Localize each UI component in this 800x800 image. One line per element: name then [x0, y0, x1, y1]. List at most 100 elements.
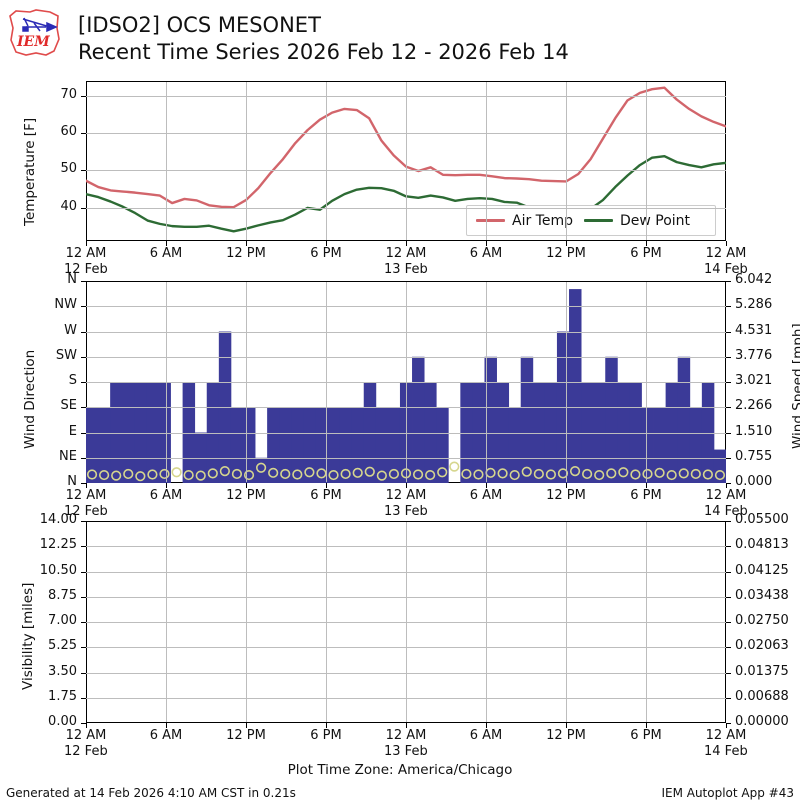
x-tick-label: 12 AM	[385, 488, 427, 503]
axis-tick-label: 0.03438	[735, 587, 789, 603]
axis-tick	[726, 241, 727, 246]
axis-tick	[406, 241, 407, 246]
wind-direction-marker	[425, 469, 436, 481]
axis-tick-label: 7.00	[48, 613, 77, 628]
x-tick-label: 6 PM	[630, 488, 662, 503]
wind-direction-marker	[473, 469, 484, 480]
axis-tick	[166, 723, 167, 728]
wind-direction-marker	[255, 462, 267, 473]
axis-tick-label: S	[68, 373, 77, 388]
axis-tick-label: 10.50	[39, 562, 77, 578]
axis-tick	[486, 723, 487, 728]
x-tick-label: 6 PM	[310, 246, 342, 261]
axis-tick-label: 50	[60, 161, 77, 177]
x-day-label: 13 Feb	[384, 744, 428, 759]
wind-direction-marker	[304, 467, 315, 478]
wind-speed-bar	[689, 407, 703, 483]
wind-speed-bar	[267, 407, 280, 483]
wind-speed-bar	[98, 407, 111, 483]
x-tick-label: 6 AM	[469, 728, 503, 743]
axis-tick	[81, 407, 86, 408]
axis-tick	[81, 723, 86, 724]
x-tick-label: 12 PM	[546, 246, 586, 261]
wind-speed-bar	[351, 407, 365, 483]
wind-direction-marker	[521, 466, 532, 477]
axis-tick	[81, 281, 86, 282]
axis-tick	[81, 483, 86, 484]
axis-tick-label: N	[67, 474, 77, 489]
wind-speed-bar	[194, 432, 208, 483]
x-tick-label: 12 AM	[705, 246, 747, 261]
x-tick-label: 12 PM	[226, 728, 266, 743]
x-tick-label: 12 AM	[65, 728, 107, 743]
x-tick-label: 12 AM	[385, 246, 427, 261]
wind-speed-bar	[279, 407, 292, 483]
axis-tick	[726, 723, 727, 728]
wind-speed-bar	[291, 407, 304, 483]
axis-tick-label: N	[67, 272, 77, 287]
wind-direction-marker	[207, 468, 218, 479]
axis-tick-label: 3.50	[48, 663, 77, 679]
axis-tick	[81, 597, 86, 598]
axis-tick	[566, 483, 567, 488]
axis-tick	[726, 647, 731, 648]
x-tick-label: 6 PM	[630, 246, 662, 261]
axis-tick	[646, 723, 647, 728]
wind-direction-marker	[135, 471, 146, 482]
axis-tick	[81, 647, 86, 648]
axis-tick	[726, 433, 731, 434]
axis-tick-label: 60	[60, 124, 77, 140]
axis-tick-label: 0.00000	[735, 714, 789, 729]
axis-tick-label: 4.531	[735, 322, 773, 338]
x-day-label: 12 Feb	[64, 744, 108, 759]
axis-tick	[726, 407, 731, 408]
wind-direction-marker	[328, 469, 339, 481]
wind-speed-bar	[315, 407, 328, 483]
axis-tick	[81, 306, 86, 307]
legend-item-dew-point: Dew Point	[583, 213, 690, 229]
axis-tick-label: 12.25	[39, 537, 77, 553]
wind-speed-bar	[508, 407, 522, 483]
wind-speed-bar	[375, 407, 389, 483]
wind-speed-bar	[605, 356, 618, 483]
axis-tick-label: SE	[60, 398, 77, 414]
wind-direction-marker	[569, 466, 581, 477]
x-tick-label: 12 PM	[226, 246, 266, 261]
wind-direction-marker	[388, 468, 400, 480]
wind-direction-marker	[123, 468, 134, 480]
legend-swatch-dew-point	[583, 219, 613, 222]
wind-direction-marker	[497, 468, 508, 479]
wind-speed-bar	[677, 356, 691, 483]
wind-speed-bar	[520, 356, 534, 483]
wind-speed-bar	[713, 449, 726, 483]
wind-direction-marker	[86, 469, 98, 480]
wind-speed-bar	[569, 289, 582, 483]
x-day-label: 14 Feb	[704, 504, 748, 519]
x-tick-label: 6 PM	[630, 728, 662, 743]
wind-direction-marker	[654, 467, 665, 478]
axis-tick-label: 5.25	[48, 638, 77, 654]
axis-tick	[726, 332, 731, 333]
x-day-label: 13 Feb	[384, 504, 428, 519]
axis-tick	[246, 723, 247, 728]
axis-tick-label: 70	[60, 86, 77, 102]
axis-tick	[81, 458, 86, 459]
axis-tick	[81, 622, 86, 623]
legend-item-air-temp: Air Temp	[476, 213, 573, 229]
axis-tick	[726, 723, 731, 724]
wind-direction-marker	[618, 467, 629, 478]
x-tick-label: 12 PM	[546, 488, 586, 503]
app-note: IEM Autoplot App #43	[661, 786, 794, 800]
wind-direction-marker	[533, 468, 544, 480]
x-day-label: 12 Feb	[64, 504, 108, 519]
svg-text:IEM: IEM	[16, 34, 50, 50]
axis-tick-label: 0.01375	[735, 663, 789, 679]
axis-tick	[486, 483, 487, 488]
axis-tick	[81, 96, 86, 97]
x-tick-label: 6 PM	[310, 728, 342, 743]
wind-direction-marker	[606, 468, 617, 479]
wind-speed-bar	[484, 356, 497, 483]
x-tick-label: 12 AM	[385, 728, 427, 743]
axis-tick	[726, 281, 731, 282]
axis-tick	[86, 241, 87, 246]
